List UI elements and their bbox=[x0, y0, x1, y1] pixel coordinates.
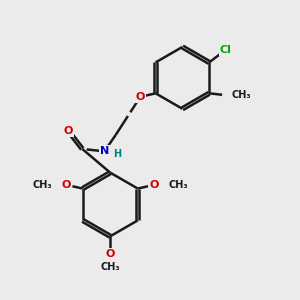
Text: CH₃: CH₃ bbox=[168, 180, 188, 190]
Text: O: O bbox=[64, 126, 73, 136]
Text: O: O bbox=[62, 180, 71, 190]
Text: N: N bbox=[100, 146, 109, 156]
Text: CH₃: CH₃ bbox=[33, 180, 52, 190]
Text: O: O bbox=[136, 92, 145, 102]
Text: Cl: Cl bbox=[219, 45, 231, 55]
Text: O: O bbox=[149, 180, 159, 190]
Text: O: O bbox=[106, 249, 115, 259]
Text: H: H bbox=[113, 149, 121, 159]
Text: CH₃: CH₃ bbox=[232, 90, 251, 100]
Text: CH₃: CH₃ bbox=[100, 262, 120, 272]
